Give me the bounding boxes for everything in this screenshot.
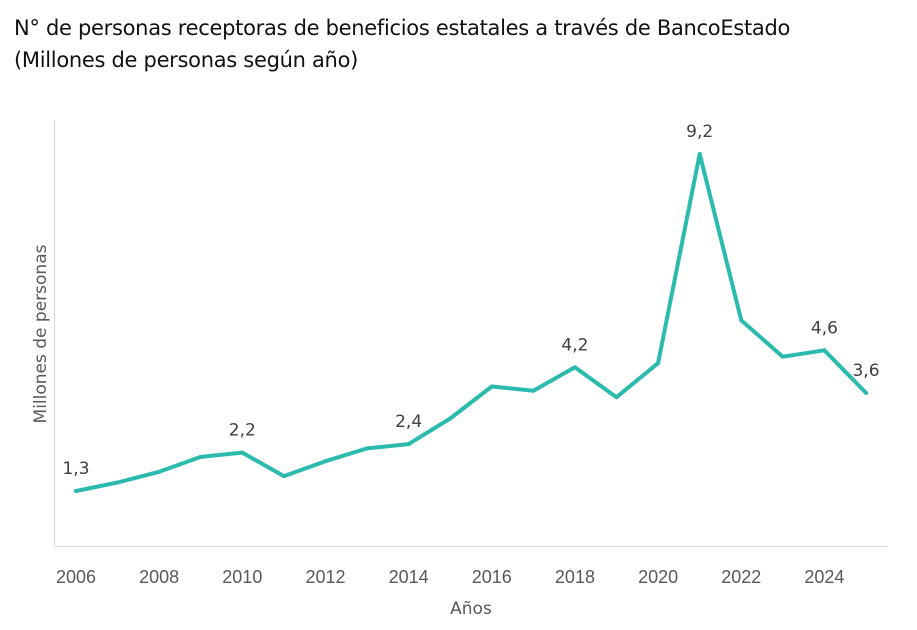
- data-point-2024: [822, 348, 827, 353]
- x-tick-label: 2020: [638, 567, 678, 587]
- data-point-2021: [697, 152, 702, 157]
- x-tick-label: 2022: [721, 567, 761, 587]
- data-point-2015: [448, 416, 453, 421]
- x-tick-label: 2024: [804, 567, 844, 587]
- data-label: 1,3: [62, 459, 89, 479]
- chart-title-line2: (Millones de personas según año): [14, 48, 359, 72]
- x-tick-label: 2018: [555, 567, 595, 587]
- x-tick-label: 2006: [56, 567, 96, 587]
- data-point-2006: [74, 489, 78, 494]
- data-label: 2,2: [229, 421, 256, 441]
- data-point-2010: [240, 450, 245, 455]
- data-label: 4,2: [561, 335, 588, 355]
- data-point-2018: [572, 365, 577, 370]
- data-label: 3,6: [852, 361, 879, 381]
- data-point-2019: [614, 395, 619, 400]
- chart-title: N° de personas receptoras de beneficios …: [14, 12, 790, 76]
- x-tick-label: 2008: [139, 567, 179, 587]
- x-tick-label: 2010: [222, 567, 262, 587]
- data-label: 2,4: [395, 412, 422, 432]
- data-point-2016: [489, 384, 494, 389]
- data-label: 4,6: [811, 318, 838, 338]
- data-point-2014: [406, 442, 411, 447]
- data-point-2009: [198, 454, 203, 459]
- data-label: 9,2: [686, 122, 713, 142]
- series-line: [74, 152, 868, 493]
- data-point-2008: [157, 469, 162, 474]
- x-axis-title: Años: [450, 599, 492, 619]
- y-axis-title: Millones de personas: [31, 244, 51, 423]
- data-point-2020: [656, 361, 661, 366]
- data-point-2007: [115, 480, 120, 485]
- x-tick-label: 2012: [305, 567, 345, 587]
- data-point-2013: [365, 446, 370, 451]
- data-point-2025: [864, 390, 868, 395]
- x-tick-label: 2016: [472, 567, 512, 587]
- data-point-2022: [739, 318, 744, 323]
- x-tick-label: 2014: [389, 567, 429, 587]
- data-point-2023: [780, 354, 785, 359]
- data-point-2012: [323, 459, 328, 464]
- data-point-2011: [281, 474, 286, 479]
- chart-title-line1: N° de personas receptoras de beneficios …: [14, 16, 791, 40]
- data-point-2017: [531, 388, 536, 393]
